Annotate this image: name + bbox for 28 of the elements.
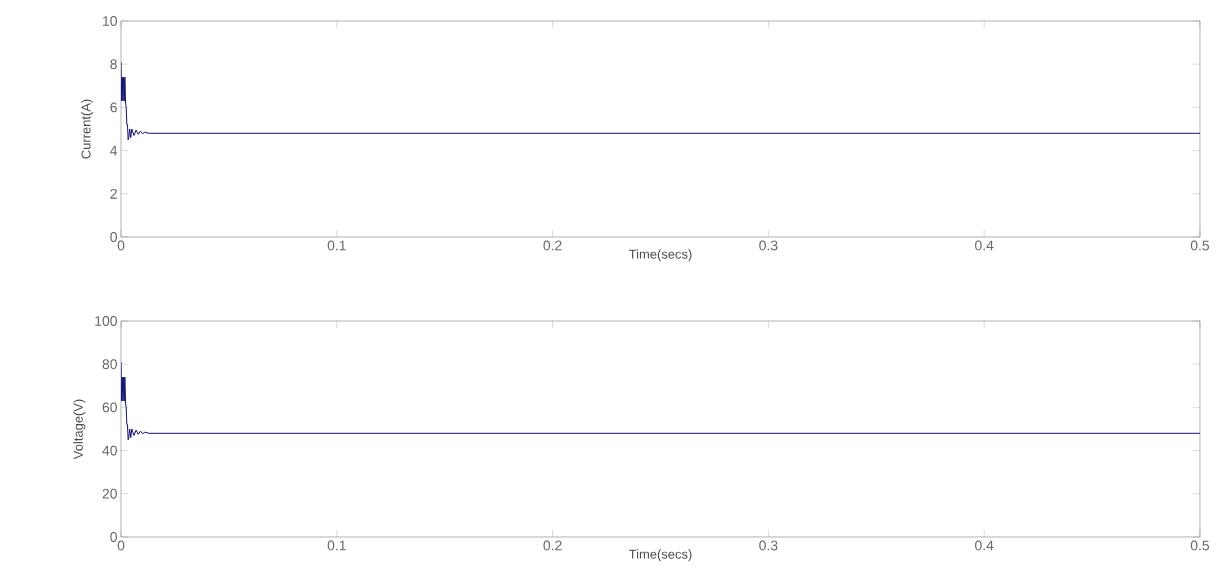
y-axis-title: Current(A) [81, 99, 94, 159]
x-tick-label: 0.4 [975, 240, 994, 251]
x-tick-label: 0.3 [759, 540, 778, 551]
y-tick-label: 60 [102, 402, 117, 413]
x-tick-label: 0.1 [327, 240, 346, 251]
x-axis-title: Time(secs) [629, 249, 692, 262]
x-tick-label: 0.3 [759, 240, 778, 251]
x-tick-label: 0 [117, 240, 125, 251]
x-tick-label: 0.2 [543, 240, 562, 251]
y-tick-label: 40 [102, 445, 117, 456]
y-tick-label: 0 [110, 532, 117, 542]
x-tick-label: 0.5 [1190, 540, 1210, 551]
x-axis-title: Time(secs) [629, 549, 692, 562]
y-tick-label: 4 [110, 145, 118, 156]
x-tick-label: 0 [117, 540, 125, 551]
y-axis-title: Voltage(V) [73, 399, 86, 460]
x-tick-label: 0.5 [1190, 240, 1210, 251]
x-tick-label: 0.2 [543, 540, 562, 551]
y-tick-label: 6 [110, 102, 117, 113]
y-tick-label: 8 [110, 59, 117, 70]
x-tick-label: 0.1 [327, 540, 346, 551]
y-tick-label: 20 [102, 488, 117, 499]
y-tick-label: 2 [110, 188, 117, 199]
y-tick-label: 0 [110, 232, 117, 242]
x-tick-label: 0.4 [975, 540, 994, 551]
y-tick-label: 10 [103, 16, 117, 26]
y-tick-label: 100 [95, 316, 117, 326]
y-tick-label: 80 [102, 359, 117, 370]
